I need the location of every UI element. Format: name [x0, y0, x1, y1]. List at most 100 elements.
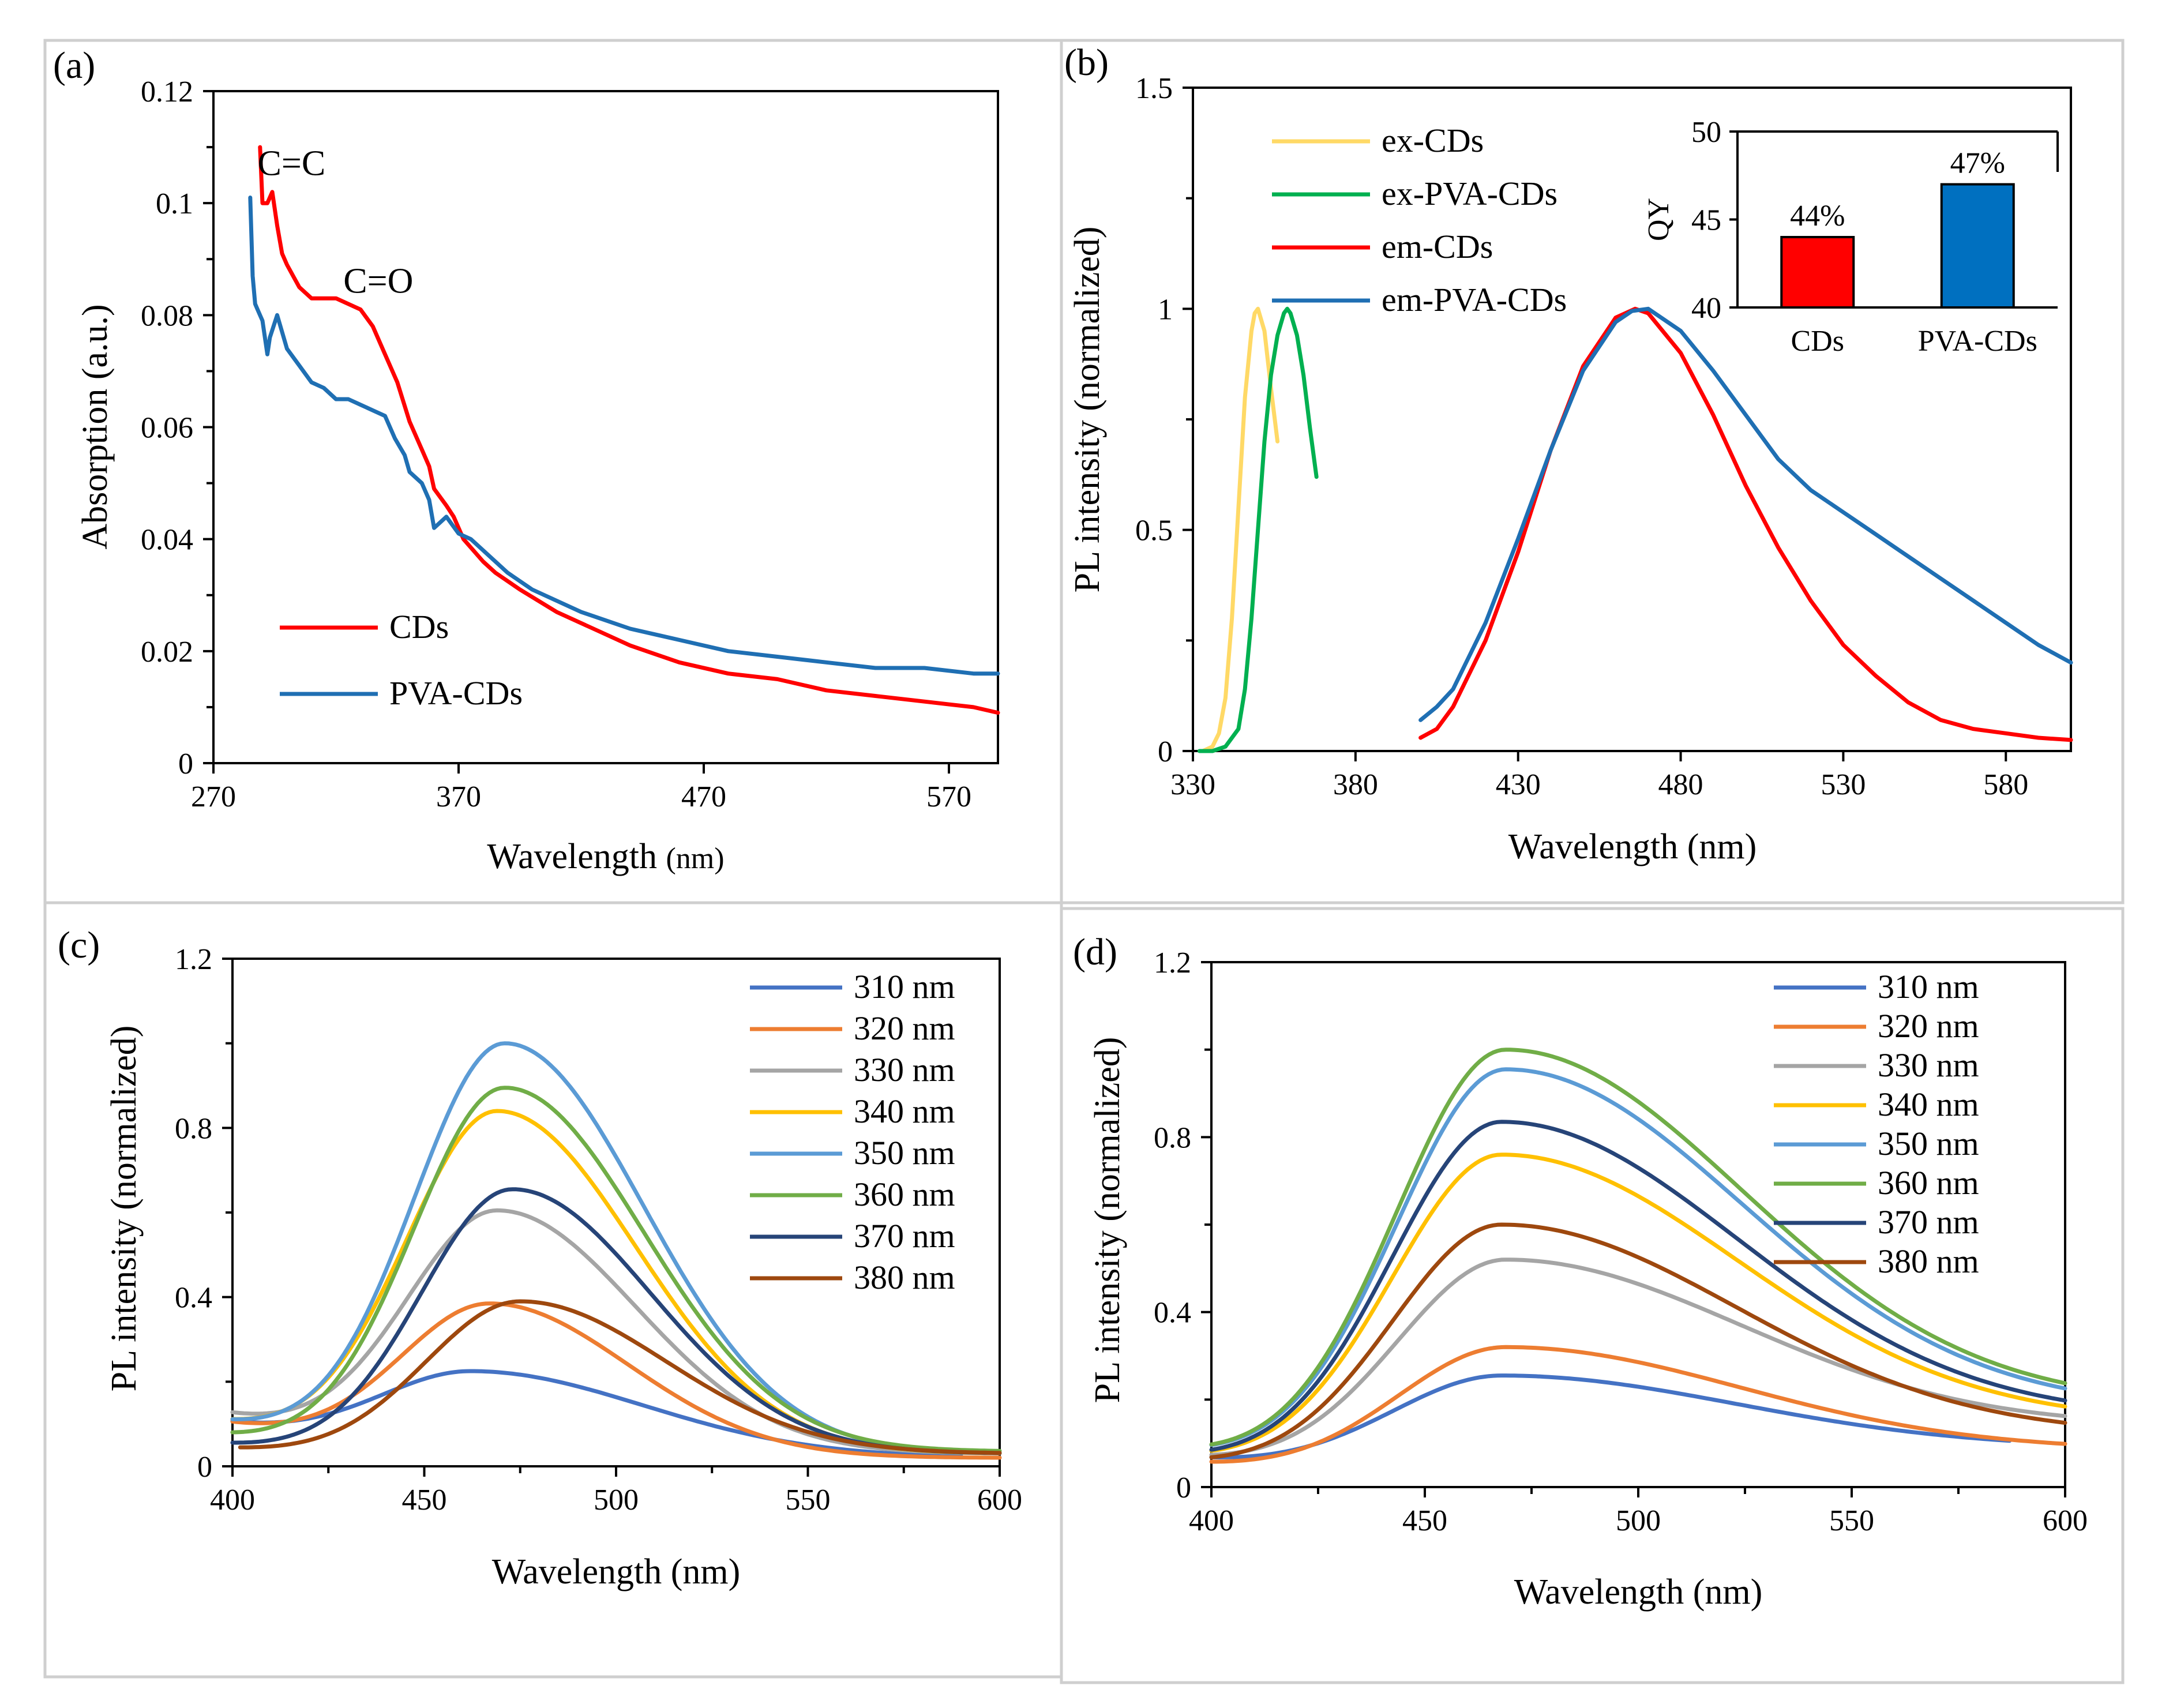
x-tick-label: 380 [1333, 768, 1378, 801]
inset-y-tick-label: 40 [1691, 292, 1721, 325]
x-tick-label: 600 [2043, 1504, 2088, 1537]
panel-b-frame [1060, 39, 2125, 904]
y-tick-label: 0.1 [156, 187, 193, 220]
legend-label: 350 nm [854, 1134, 955, 1172]
series-line-320-nm [1209, 1345, 2067, 1464]
legend-label: 320 nm [1878, 1007, 1979, 1045]
chart-b-x-ticks: 330 380 430 480 530 580 [1170, 751, 2028, 801]
chart-b: 330 380 430 480 530 580 0 0.5 1 1.5 ex-CDs ex-PVA… [1068, 72, 2073, 866]
chart-d-series [1209, 1048, 2067, 1464]
series-line-340-nm [1209, 1153, 2067, 1453]
y-tick-label: 0 [197, 1451, 212, 1484]
series-line-330-nm [230, 1208, 1002, 1455]
x-tick-label: 370 [436, 780, 481, 813]
inset-bar-value-label: 44% [1790, 200, 1845, 232]
series-line-320-nm [230, 1301, 1002, 1460]
legend-label: 350 nm [1878, 1125, 1979, 1162]
legend-label: em-CDs [1382, 228, 1493, 265]
inset-y-tick-label: 50 [1691, 116, 1721, 149]
y-tick-label: 0.4 [175, 1282, 212, 1315]
series-line-360-nm [1209, 1048, 2067, 1447]
chart-d-x-axis-label: Wavelength (nm) [1514, 1572, 1763, 1612]
x-tick-label: 400 [210, 1484, 255, 1516]
chart-b-series [1197, 306, 2073, 753]
y-tick-label: 0 [1176, 1471, 1191, 1504]
y-tick-label: 1.2 [175, 943, 212, 976]
x-tick-label: 500 [1616, 1504, 1661, 1537]
chart-a-legend: CDs PVA-CDs [280, 608, 523, 712]
y-tick-label: 0.08 [141, 299, 193, 332]
chart-c-y-ticks: 0 0.4 0.8 1.2 [175, 943, 232, 1484]
inset-bar-pva-cds [1940, 183, 2015, 309]
chart-c-x-ticks: 400 450 500 550 600 [210, 1466, 1022, 1516]
series-line-ex-pva-cds [1197, 306, 1319, 753]
x-tick-label: 500 [594, 1484, 639, 1516]
chart-a-y-ticks: 0 0.02 0.04 0.06 0.08 0.1 0.12 [141, 76, 213, 780]
annotation-label: C=C [258, 144, 326, 183]
chart-b-y-ticks: 0 0.5 1 1.5 [1135, 72, 1193, 768]
chart-d-y-axis-label: PL intensity (normalized) [1088, 1037, 1127, 1403]
panel-d-frame [1060, 907, 2125, 1684]
series-line-ex-cds [1200, 306, 1280, 753]
y-tick-label: 0.02 [141, 636, 193, 669]
legend-label: CDs [389, 608, 449, 645]
chart-a-series [248, 145, 1000, 715]
series-line-350-nm [1209, 1067, 2067, 1447]
legend-label: 380 nm [1878, 1242, 1979, 1280]
chart-c-legend: 310 nm 320 nm 330 nm 340 nm 350 nm 360 nm 370 … [750, 968, 955, 1296]
y-tick-label: 0.06 [141, 412, 193, 445]
y-tick-label: 0.4 [1154, 1297, 1191, 1330]
inset-category-label: CDs [1791, 325, 1844, 358]
x-tick-label: 580 [1983, 768, 2028, 801]
x-tick-label: 480 [1658, 768, 1703, 801]
series-line-360-nm [230, 1086, 1002, 1453]
panel-b-label: (b) [1064, 42, 1109, 84]
y-tick-label: 0.12 [141, 76, 193, 108]
y-tick-label: 0.8 [1154, 1121, 1191, 1154]
chart-b-x-axis-label: Wavelength (nm) [1508, 827, 1757, 866]
chart-c-y-axis-label: PL intensity (normalized) [104, 1026, 144, 1392]
y-tick-label: 0.8 [175, 1112, 212, 1145]
series-line-370-nm [1209, 1120, 2067, 1452]
series-line-380-nm [1209, 1222, 2067, 1459]
series-line-380-nm [238, 1299, 1002, 1455]
chart-a: 270 370 470 570 0 0.02 0.04 0.06 0.08 0.1 0.12 C=… [76, 76, 1000, 876]
chart-a-annotations: C=C C=O [258, 144, 414, 301]
chart-b-legend: ex-CDs ex-PVA-CDs em-CDs em-PVA-CDs [1272, 122, 1567, 318]
legend-label: em-PVA-CDs [1382, 281, 1567, 318]
x-tick-label: 430 [1496, 768, 1541, 801]
inset-bar-cds [1780, 236, 1855, 309]
inset-y-axis-label: QY [1642, 198, 1675, 241]
x-tick-label: 600 [977, 1484, 1022, 1516]
legend-label: 340 nm [854, 1093, 955, 1130]
legend-label: 320 nm [854, 1009, 955, 1047]
series-line-cds [258, 145, 1000, 715]
inset-category-label: PVA-CDs [1918, 325, 2037, 358]
chart-b-y-axis-label: PL intensity (normalized) [1068, 227, 1107, 593]
chart-c-x-axis-label: Wavelength (nm) [492, 1552, 741, 1591]
x-tick-label: 270 [191, 780, 236, 813]
x-tick-label: 570 [926, 780, 971, 813]
series-line-310-nm [1209, 1373, 2012, 1459]
x-tick-label: 530 [1821, 768, 1866, 801]
chart-b-inset-qy: 40 45 50 44% CDs 47% PVA-CDs QY [1642, 116, 2059, 358]
panel-d-label: (d) [1073, 931, 1117, 973]
legend-label: 370 nm [854, 1217, 955, 1255]
series-line-em-pva-cds [1418, 306, 2073, 722]
inset-bar-value-label: 47% [1950, 147, 2005, 180]
y-tick-label: 1.2 [1154, 947, 1191, 979]
legend-label: 380 nm [854, 1259, 955, 1296]
chart-d-x-ticks: 400 450 500 550 600 [1189, 1487, 2088, 1537]
x-tick-label: 450 [1402, 1504, 1447, 1537]
chart-a-x-ticks: 270 370 470 570 [191, 763, 971, 813]
legend-label: 360 nm [1878, 1164, 1979, 1202]
x-tick-label: 400 [1189, 1504, 1234, 1537]
chart-a-y-axis-label: Absorption (a.u.) [76, 304, 115, 549]
chart-c-series [230, 1041, 1002, 1460]
chart-a-x-axis-label-unit: (nm) [666, 842, 724, 875]
panel-c-label: (c) [58, 924, 100, 966]
panel-a-label: (a) [53, 44, 95, 87]
legend-label: PVA-CDs [389, 674, 523, 712]
